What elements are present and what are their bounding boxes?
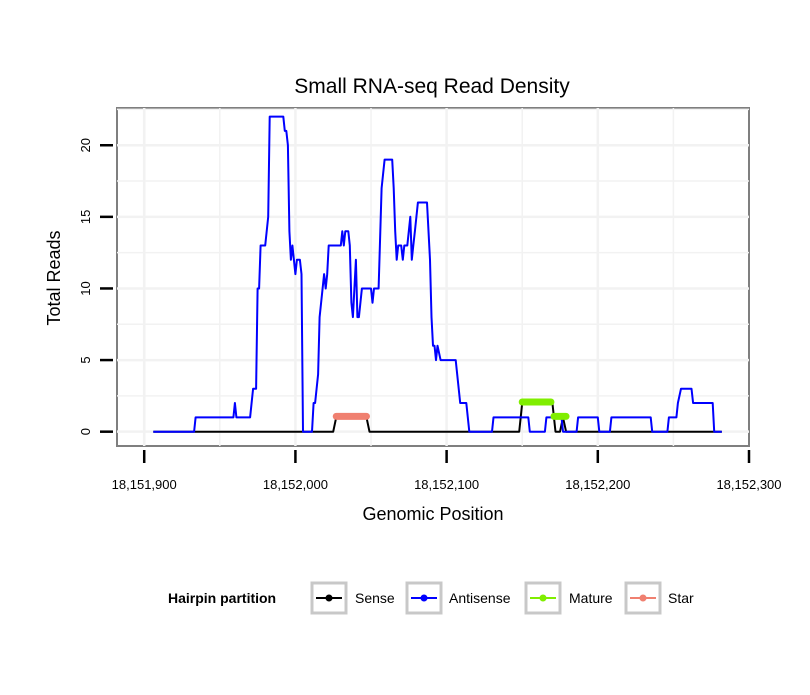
x-axis: 18,151,900 18,152,000 18,152,100 18,152,200…: [112, 450, 782, 492]
grid-lines: [117, 108, 749, 446]
x-axis-label: Genomic Position: [362, 504, 503, 524]
legend-key-point: [539, 594, 547, 602]
legend-label: Mature: [569, 590, 613, 606]
x-tick-label: 18,151,900: [112, 477, 177, 492]
legend-label: Sense: [355, 590, 395, 606]
legend-item-sense: Sense: [310, 581, 395, 615]
legend: Hairpin partition Sense Antisense Mature St…: [168, 581, 694, 615]
y-tick-label: 15: [78, 210, 93, 224]
x-tick-label: 18,152,200: [565, 477, 630, 492]
legend-title: Hairpin partition: [168, 590, 276, 606]
y-axis: 0 5 10 15 20: [78, 138, 113, 435]
y-axis-label: Total Reads: [44, 230, 64, 325]
legend-key-point: [420, 594, 428, 602]
segment-layer: [332, 398, 570, 420]
y-tick-label: 10: [78, 281, 93, 295]
x-tick-label: 18,152,000: [263, 477, 328, 492]
x-tick-label: 18,152,300: [716, 477, 781, 492]
y-tick-label: 5: [78, 356, 93, 363]
legend-label: Antisense: [449, 590, 511, 606]
legend-item-mature: Mature: [524, 581, 613, 615]
x-tick-label: 18,152,100: [414, 477, 479, 492]
legend-key-point: [639, 594, 647, 602]
plot-panel: [116, 107, 750, 447]
legend-label: Star: [668, 590, 694, 606]
chart-title: Small RNA-seq Read Density: [294, 75, 570, 98]
legend-items: Sense Antisense Mature Star: [310, 581, 694, 615]
legend-key-point: [325, 594, 333, 602]
legend-item-antisense: Antisense: [405, 581, 511, 615]
y-tick-label: 0: [78, 428, 93, 435]
y-tick-label: 20: [78, 138, 93, 152]
legend-item-star: Star: [624, 581, 694, 615]
series-line-antisense: [153, 115, 722, 433]
